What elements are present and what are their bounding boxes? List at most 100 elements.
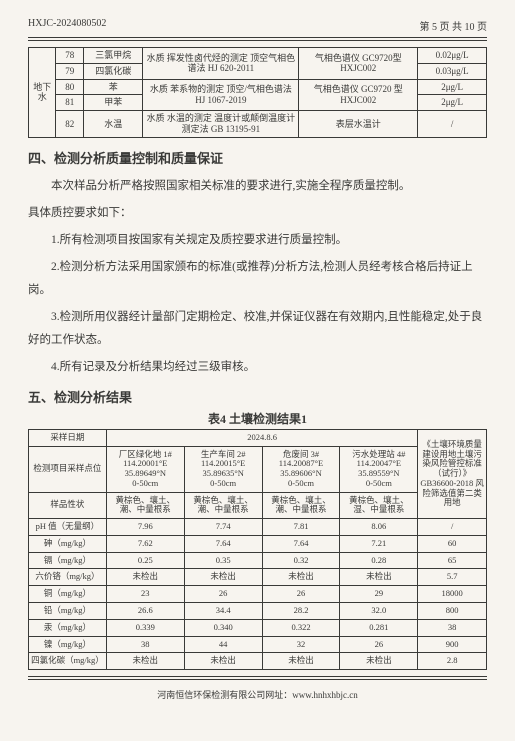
cell: 0.339 bbox=[106, 619, 184, 636]
cell: 甲苯 bbox=[83, 95, 143, 111]
groundwater-table: 地下水 78 三氯甲烷 水质 挥发性卤代烃的测定 顶空气相色谱法 HJ 620-… bbox=[28, 47, 487, 138]
footer-rule bbox=[28, 676, 487, 680]
cell: 32 bbox=[262, 636, 340, 653]
cell: 7.64 bbox=[262, 535, 340, 552]
list-item: 4.所有记录及分析结果均经过三级审核。 bbox=[28, 356, 487, 379]
cell: 镍（mg/kg） bbox=[29, 636, 107, 653]
cell: 81 bbox=[56, 95, 83, 111]
cell: 0.03μg/L bbox=[418, 63, 487, 79]
cell: 900 bbox=[418, 636, 487, 653]
cell: 《土壤环境质量 建设用地土壤污染风险管控标准（试行）》GB36600-2018 … bbox=[418, 429, 487, 518]
list-item: 3.检测所用仪器经计量部门定期检定、校准,并保证仪器在有效期内,且性能稳定,处于… bbox=[28, 306, 487, 352]
table-row: 汞（mg/kg）0.3390.3400.3220.28138 bbox=[29, 619, 487, 636]
list-item: 2.检测分析方法采用国家颁布的标准(或推荐)分析方法,检测人员经考核合格后持证上… bbox=[28, 256, 487, 302]
cell: 29 bbox=[340, 586, 418, 603]
cell: 800 bbox=[418, 602, 487, 619]
cell: 23 bbox=[106, 586, 184, 603]
cell: 黄棕色、壤土、潮、中量根系 bbox=[262, 492, 340, 519]
section-4-title: 四、检测分析质量控制和质量保证 bbox=[28, 148, 487, 167]
cell: 未检出 bbox=[184, 653, 262, 670]
cell: 四氯化碳（mg/kg） bbox=[29, 653, 107, 670]
header-rule bbox=[28, 37, 487, 41]
cell: 汞（mg/kg） bbox=[29, 619, 107, 636]
table-row: 砷（mg/kg）7.627.647.647.2160 bbox=[29, 535, 487, 552]
cell: 2.8 bbox=[418, 653, 487, 670]
cell: 未检出 bbox=[340, 653, 418, 670]
cell: / bbox=[418, 111, 487, 138]
cell: 表层水温计 bbox=[299, 111, 418, 138]
cell: 检测项目采样点位 bbox=[29, 446, 107, 492]
paragraph: 具体质控要求如下： bbox=[28, 202, 487, 225]
section-5-title: 五、检测分析结果 bbox=[28, 387, 487, 406]
cell: 7.21 bbox=[340, 535, 418, 552]
cell: 采样日期 bbox=[29, 429, 107, 446]
cell: 5.7 bbox=[418, 569, 487, 586]
row-group-label: 地下水 bbox=[29, 48, 56, 138]
cell: 水温 bbox=[83, 111, 143, 138]
cell: 未检出 bbox=[184, 569, 262, 586]
soil-results-table: 采样日期 2024.8.6 《土壤环境质量 建设用地土壤污染风险管控标准（试行）… bbox=[28, 429, 487, 670]
cell: 铅（mg/kg） bbox=[29, 602, 107, 619]
cell: 三氯甲烷 bbox=[83, 48, 143, 64]
cell: 砷（mg/kg） bbox=[29, 535, 107, 552]
cell: 六价铬（mg/kg） bbox=[29, 569, 107, 586]
cell: / bbox=[418, 519, 487, 536]
cell: 未检出 bbox=[262, 569, 340, 586]
cell: 生产车间 2# 114.20015°E 35.89635°N 0-50cm bbox=[184, 446, 262, 492]
cell: 26 bbox=[184, 586, 262, 603]
cell: 厂区绿化地 1# 114.20001°E 35.89649°N 0-50cm bbox=[106, 446, 184, 492]
cell: 0.32 bbox=[262, 552, 340, 569]
cell: 水质 水温的测定 温度计或颠倒温度计测定法 GB 13195-91 bbox=[143, 111, 299, 138]
cell: 水质 挥发性卤代烃的测定 顶空气相色谱法 HJ 620-2011 bbox=[143, 48, 299, 80]
cell: 0.322 bbox=[262, 619, 340, 636]
cell: 32.0 bbox=[340, 602, 418, 619]
cell: 82 bbox=[56, 111, 83, 138]
footer-text: 河南恒信环保检测有限公司网址：www.hnhxhbjc.cn bbox=[28, 688, 487, 701]
cell: 铜（mg/kg） bbox=[29, 586, 107, 603]
cell: 镉（mg/kg） bbox=[29, 552, 107, 569]
cell: 38 bbox=[106, 636, 184, 653]
cell: 0.25 bbox=[106, 552, 184, 569]
table-row: 镉（mg/kg）0.250.350.320.2865 bbox=[29, 552, 487, 569]
cell: 26 bbox=[340, 636, 418, 653]
cell: 7.96 bbox=[106, 519, 184, 536]
cell: 18000 bbox=[418, 586, 487, 603]
cell: 黄棕色、壤土、潮、中量根系 bbox=[184, 492, 262, 519]
cell: 26 bbox=[262, 586, 340, 603]
cell: 80 bbox=[56, 79, 83, 95]
cell: 未检出 bbox=[340, 569, 418, 586]
cell: 26.6 bbox=[106, 602, 184, 619]
cell: 样品性状 bbox=[29, 492, 107, 519]
cell: 28.2 bbox=[262, 602, 340, 619]
table-row: pH 值（无量纲）7.967.747.818.06/ bbox=[29, 519, 487, 536]
page-indicator: 第 5 页 共 10 页 bbox=[420, 18, 488, 33]
cell: 7.64 bbox=[184, 535, 262, 552]
cell: 44 bbox=[184, 636, 262, 653]
cell: 34.4 bbox=[184, 602, 262, 619]
cell: 0.340 bbox=[184, 619, 262, 636]
cell: 0.02μg/L bbox=[418, 48, 487, 64]
table-row: 镍（mg/kg）38443226900 bbox=[29, 636, 487, 653]
cell: 7.62 bbox=[106, 535, 184, 552]
cell: 2μg/L bbox=[418, 95, 487, 111]
cell: 78 bbox=[56, 48, 83, 64]
doc-number: HXJC-2024080502 bbox=[28, 18, 106, 33]
table-row: 四氯化碳（mg/kg）未检出未检出未检出未检出2.8 bbox=[29, 653, 487, 670]
table-row: 铜（mg/kg）2326262918000 bbox=[29, 586, 487, 603]
cell: pH 值（无量纲） bbox=[29, 519, 107, 536]
cell: 0.281 bbox=[340, 619, 418, 636]
cell: 未检出 bbox=[106, 569, 184, 586]
table-row: 六价铬（mg/kg）未检出未检出未检出未检出5.7 bbox=[29, 569, 487, 586]
cell: 2024.8.6 bbox=[106, 429, 417, 446]
cell: 水质 苯系物的测定 顶空/气相色谱法 HJ 1067-2019 bbox=[143, 79, 299, 111]
cell: 2μg/L bbox=[418, 79, 487, 95]
cell: 8.06 bbox=[340, 519, 418, 536]
cell: 38 bbox=[418, 619, 487, 636]
paragraph: 本次样品分析严格按照国家相关标准的要求进行,实施全程序质量控制。 bbox=[28, 175, 487, 198]
cell: 气相色谱仪 GC9720型 HXJC002 bbox=[299, 48, 418, 80]
table-4-title: 表4 土壤检测结果1 bbox=[28, 410, 487, 427]
cell: 7.74 bbox=[184, 519, 262, 536]
cell: 危废间 3# 114.20087°E 35.89606°N 0-50cm bbox=[262, 446, 340, 492]
cell: 未检出 bbox=[106, 653, 184, 670]
cell: 60 bbox=[418, 535, 487, 552]
